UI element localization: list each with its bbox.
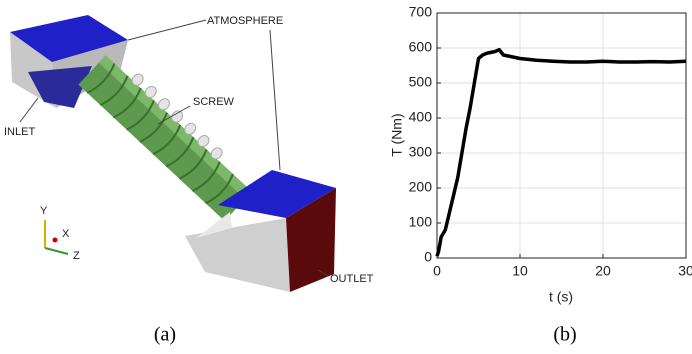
y-tick-label: 500 xyxy=(409,74,433,90)
y-axis-title: T (Nm) xyxy=(389,113,405,156)
figure: ATMOSPHERE INLET SCREW OUTLET Y X Z (a) … xyxy=(0,0,692,354)
label: OUTLET xyxy=(330,273,374,285)
y-tick-label: 0 xyxy=(424,249,432,265)
y-tick-label: 200 xyxy=(409,179,433,195)
x-axis-title: t (s) xyxy=(549,289,573,305)
y-tick-label: 300 xyxy=(409,144,433,160)
axis-label: X xyxy=(62,228,70,240)
caption: (a) xyxy=(154,324,176,346)
x-tick-label: 30 xyxy=(678,263,692,279)
axis-label: Y xyxy=(40,205,48,217)
label: SCREW xyxy=(193,96,235,108)
y-tick-label: 400 xyxy=(409,109,433,125)
outlet-box-front xyxy=(185,218,290,292)
axis-label: Z xyxy=(73,250,80,262)
x-tick-label: 10 xyxy=(512,263,528,279)
y-tick-label: 100 xyxy=(409,214,433,230)
label: INLET xyxy=(4,126,35,138)
render: ATMOSPHERE INLET SCREW OUTLET Y X Z (a) xyxy=(4,15,374,346)
caption: (b) xyxy=(553,324,576,346)
label: ATMOSPHERE xyxy=(207,15,283,27)
x-tick-label: 0 xyxy=(433,263,441,279)
y-tick-label: 700 xyxy=(409,4,433,20)
chart: T (Nm) t (s) (b) 0 100 200 300 400 500 600 700 0… xyxy=(389,4,692,346)
x-tick-label: 20 xyxy=(595,263,611,279)
screw xyxy=(78,48,258,221)
plot-area xyxy=(437,13,686,258)
y-tick-label: 600 xyxy=(409,39,433,55)
